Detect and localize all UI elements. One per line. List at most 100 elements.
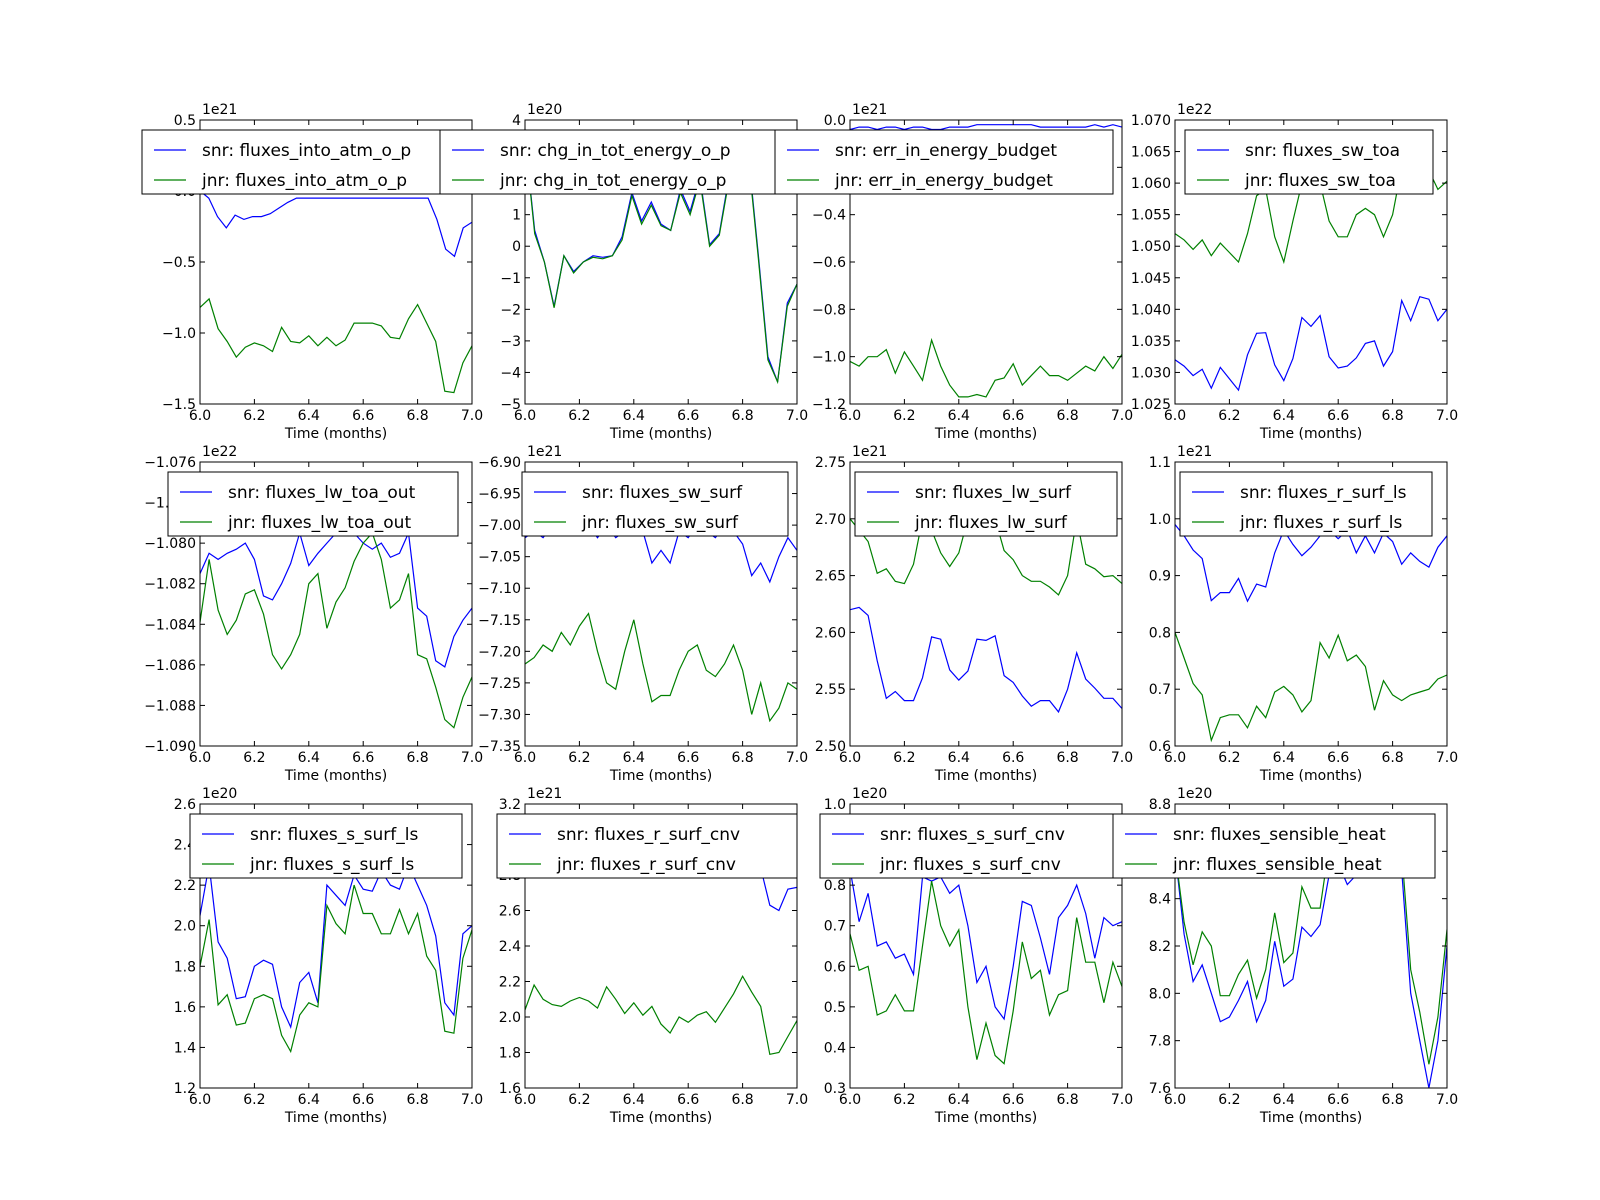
subplot-8: 6.0 6.2 6.4 6.6 6.8 7.0 0.6 0.7 0.8 0.9 1.0 1.1 1e21…: [1149, 444, 1458, 784]
x-tick-label: 6.0: [839, 1092, 861, 1108]
x-tick-label: 6.4: [1273, 1092, 1295, 1108]
legend-label: snr: fluxes_sensible_heat: [1173, 825, 1386, 845]
x-tick-label: 6.4: [298, 1092, 320, 1108]
subplot-3: 6.06.26.46.66.87.0−1.2−1.0−0.8−0.6−0.4−0…: [774, 102, 1133, 442]
offset-label: 1e22: [202, 444, 237, 460]
series-line-snr: [850, 124, 1122, 131]
y-tick-label: −0.8: [812, 302, 846, 318]
legend: snr: fluxes_r_surf_ls jnr: fluxes_r_surf_…: [1179, 471, 1433, 537]
legend: snr: fluxes_into_atm_o_p jnr: fluxes_into…: [141, 129, 479, 195]
series-line-jnr: [200, 531, 472, 729]
y-tick-label: 1.0: [824, 797, 846, 813]
y-tick-label: 0.8: [1149, 625, 1171, 641]
offset-label: 1e21: [852, 444, 887, 460]
y-tick-label: 0.7: [1149, 682, 1171, 698]
x-tick-label: 6.8: [731, 408, 753, 424]
x-tick-label: 6.2: [568, 408, 590, 424]
y-tick-label: 0.0: [824, 113, 846, 129]
y-tick-label: −7.20: [478, 644, 521, 660]
x-tick-label: 6.6: [1002, 750, 1024, 766]
series-line-jnr: [525, 974, 797, 1056]
x-tick-label: 6.0: [514, 1092, 536, 1108]
x-tick-label: 6.6: [1002, 408, 1024, 424]
x-tick-label: 6.6: [677, 1092, 699, 1108]
legend: snr: fluxes_lw_surf jnr: fluxes_lw_surf: [854, 471, 1118, 537]
series-line-jnr: [200, 884, 472, 1054]
y-tick-label: 0.5: [824, 1000, 846, 1016]
x-tick-label: 6.0: [514, 750, 536, 766]
y-tick-label: −0.4: [812, 208, 846, 224]
legend-box: [496, 813, 798, 879]
legend: snr: chg_in_tot_energy_o_p jnr: chg_in_to…: [439, 129, 801, 195]
x-tick-label: 6.4: [623, 750, 645, 766]
series-line-snr: [850, 606, 1122, 714]
subplot-5: 6.0 6.2 6.4 6.6 6.8 7.0 −1.090 −1.088 −1.086 −1.0…: [144, 444, 483, 784]
x-tick-label: 6.2: [1218, 408, 1240, 424]
x-tick-label: 6.8: [406, 750, 428, 766]
x-tick-label: 6.6: [1002, 1092, 1024, 1108]
x-tick-label: 6.6: [352, 1092, 374, 1108]
y-tick-label: 2.6: [499, 904, 521, 920]
legend-box: [819, 813, 1121, 879]
x-tick-label: 6.6: [1327, 750, 1349, 766]
axes-frame: [1174, 461, 1448, 747]
legend-label: jnr: fluxes_s_surf_ls: [249, 855, 414, 875]
x-tick-label: 6.2: [893, 408, 915, 424]
y-tick-label: 2.60: [815, 625, 846, 641]
offset-label: 1e20: [527, 102, 562, 118]
legend-label: jnr: fluxes_r_surf_ls: [1239, 513, 1402, 533]
x-tick-label: 6.8: [1056, 750, 1078, 766]
x-tick-label: 6.0: [1164, 750, 1186, 766]
x-tick-label: 7.0: [1436, 750, 1458, 766]
legend: snr: err_in_energy_budget jnr: err_in_ene…: [774, 129, 1114, 195]
y-tick-label: 0.3: [824, 1081, 846, 1097]
x-tick-label: 6.6: [352, 408, 374, 424]
x-tick-label: 6.2: [568, 750, 590, 766]
x-tick-label: 7.0: [461, 1092, 483, 1108]
y-tick-label: 4: [512, 113, 521, 129]
y-tick-label: 1.6: [499, 1081, 521, 1097]
y-tick-label: −2: [500, 302, 521, 318]
y-tick-label: 8.2: [1149, 939, 1171, 955]
x-tick-label: 6.8: [1056, 1092, 1078, 1108]
y-tick-label: 2.75: [815, 455, 846, 471]
y-tick-label: −1.090: [144, 739, 196, 755]
x-tick-label: 7.0: [1111, 1092, 1133, 1108]
x-axis-label: Time (months): [284, 768, 387, 784]
y-tick-label: 8.8: [1149, 797, 1171, 813]
legend-box: [854, 471, 1118, 537]
x-tick-label: 6.2: [243, 408, 265, 424]
series-line-snr: [1175, 524, 1447, 603]
y-tick-label: 8.4: [1149, 892, 1171, 908]
y-tick-label: 1.035: [1131, 334, 1171, 350]
x-tick-label: 6.2: [243, 1092, 265, 1108]
y-tick-label: −1.0: [812, 350, 846, 366]
y-tick-label: 1.1: [1149, 455, 1171, 471]
y-tick-label: 0.9: [1149, 569, 1171, 585]
axes-frame: [1174, 119, 1448, 405]
y-tick-label: −1.5: [162, 397, 196, 413]
y-tick-label: −1.082: [144, 577, 196, 593]
axes-frame: [524, 461, 798, 747]
legend-box: [141, 129, 479, 195]
x-tick-label: 6.8: [1381, 408, 1403, 424]
y-tick-label: −1: [500, 271, 521, 287]
y-tick-label: 1.060: [1131, 176, 1171, 192]
legend-label: jnr: fluxes_s_surf_cnv: [879, 855, 1061, 875]
legend-label: snr: fluxes_r_surf_cnv: [557, 825, 740, 845]
legend: snr: fluxes_r_surf_cnv jnr: fluxes_r_surf…: [496, 813, 798, 879]
y-tick-label: −0.5: [162, 255, 196, 271]
y-tick-label: 1.6: [174, 1000, 196, 1016]
offset-label: 1e20: [202, 786, 237, 802]
y-tick-label: −1.088: [144, 698, 196, 714]
legend-label: snr: err_in_energy_budget: [835, 141, 1057, 161]
y-tick-label: −7.15: [478, 613, 521, 629]
y-tick-label: −4: [500, 365, 521, 381]
x-tick-label: 6.6: [677, 750, 699, 766]
legend-box: [439, 129, 801, 195]
y-tick-label: −1.080: [144, 536, 196, 552]
legend-label: jnr: fluxes_r_surf_cnv: [556, 855, 736, 875]
legend: snr: fluxes_lw_toa_out jnr: fluxes_lw_toa…: [167, 471, 459, 537]
axes-frame: [849, 803, 1123, 1089]
y-tick-label: 1.0: [1149, 512, 1171, 528]
